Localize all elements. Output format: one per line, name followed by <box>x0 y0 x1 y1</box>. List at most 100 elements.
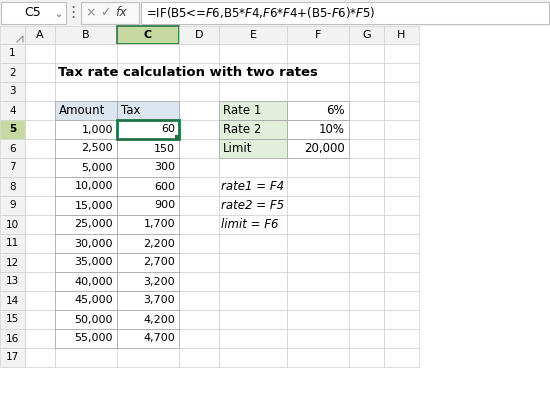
Bar <box>55 139 117 158</box>
Bar <box>219 215 287 234</box>
Text: 900: 900 <box>154 200 175 210</box>
Bar <box>179 215 219 234</box>
Bar <box>117 158 179 177</box>
Bar <box>287 291 349 310</box>
Text: 40,000: 40,000 <box>74 276 113 286</box>
Bar <box>117 120 179 139</box>
Bar <box>287 215 349 234</box>
Text: 1,700: 1,700 <box>144 220 175 230</box>
Bar <box>219 82 287 101</box>
Bar <box>117 329 179 348</box>
Bar <box>117 310 179 329</box>
Bar <box>25 120 55 139</box>
Bar <box>55 234 117 253</box>
Text: rate1 = F4: rate1 = F4 <box>221 180 284 193</box>
Bar <box>0 310 25 329</box>
Bar <box>179 177 219 196</box>
Bar <box>117 291 179 310</box>
Bar <box>117 329 179 348</box>
Bar <box>349 196 384 215</box>
Text: 150: 150 <box>154 144 175 154</box>
Bar <box>25 329 55 348</box>
Text: 20,000: 20,000 <box>304 142 345 155</box>
Bar <box>349 44 384 63</box>
Bar <box>384 329 419 348</box>
Bar <box>55 139 117 158</box>
Text: 2,200: 2,200 <box>143 238 175 248</box>
Bar <box>384 196 419 215</box>
Bar <box>0 348 25 367</box>
Bar <box>384 272 419 291</box>
Bar <box>384 158 419 177</box>
Bar <box>55 234 117 253</box>
Bar <box>0 234 25 253</box>
Bar <box>384 291 419 310</box>
Bar <box>179 139 219 158</box>
Bar <box>117 101 179 120</box>
Bar <box>1 2 66 24</box>
Text: 15,000: 15,000 <box>74 200 113 210</box>
Text: 25,000: 25,000 <box>74 220 113 230</box>
Bar <box>0 44 25 63</box>
Bar <box>55 215 117 234</box>
Text: 1,000: 1,000 <box>81 124 113 134</box>
Bar <box>349 82 384 101</box>
Text: 300: 300 <box>154 162 175 172</box>
Bar <box>349 348 384 367</box>
Text: 2,500: 2,500 <box>81 144 113 154</box>
Bar <box>219 101 287 120</box>
Bar <box>25 234 55 253</box>
Bar <box>287 158 349 177</box>
Text: 2: 2 <box>9 68 16 78</box>
Bar <box>384 215 419 234</box>
Text: E: E <box>250 30 256 40</box>
Bar <box>179 158 219 177</box>
Bar <box>219 234 287 253</box>
Bar <box>349 234 384 253</box>
Text: 10,000: 10,000 <box>74 182 113 192</box>
Bar <box>25 291 55 310</box>
Bar <box>287 177 349 196</box>
Text: C5: C5 <box>24 6 41 20</box>
Bar <box>287 26 349 44</box>
Bar <box>0 0 550 26</box>
Text: B: B <box>82 30 90 40</box>
Text: F: F <box>315 30 321 40</box>
Bar <box>349 291 384 310</box>
Bar <box>55 272 117 291</box>
Bar <box>55 215 117 234</box>
Text: Amount: Amount <box>59 104 106 117</box>
Bar <box>117 82 179 101</box>
Bar <box>384 120 419 139</box>
Bar <box>219 120 287 139</box>
Text: A: A <box>36 30 44 40</box>
Bar <box>219 26 287 44</box>
Bar <box>179 329 219 348</box>
Text: 6: 6 <box>9 144 16 154</box>
Bar <box>0 158 25 177</box>
Bar <box>219 139 287 158</box>
Text: 11: 11 <box>6 238 19 248</box>
Text: 3: 3 <box>9 86 16 96</box>
Text: ⌄: ⌄ <box>55 9 63 19</box>
Bar <box>287 139 349 158</box>
Bar <box>179 44 219 63</box>
Bar <box>55 253 117 272</box>
Bar <box>384 177 419 196</box>
Bar <box>0 177 25 196</box>
Bar <box>55 26 117 44</box>
Text: Limit: Limit <box>223 142 252 155</box>
Bar <box>179 272 219 291</box>
Bar <box>287 101 349 120</box>
Text: 45,000: 45,000 <box>74 296 113 306</box>
Bar <box>0 272 25 291</box>
Bar <box>117 215 179 234</box>
Bar <box>219 291 287 310</box>
Bar <box>0 26 25 44</box>
Bar <box>117 26 179 44</box>
Bar <box>117 196 179 215</box>
Bar <box>0 253 25 272</box>
Text: Rate 2: Rate 2 <box>223 123 261 136</box>
Bar <box>384 101 419 120</box>
Bar <box>117 101 179 120</box>
